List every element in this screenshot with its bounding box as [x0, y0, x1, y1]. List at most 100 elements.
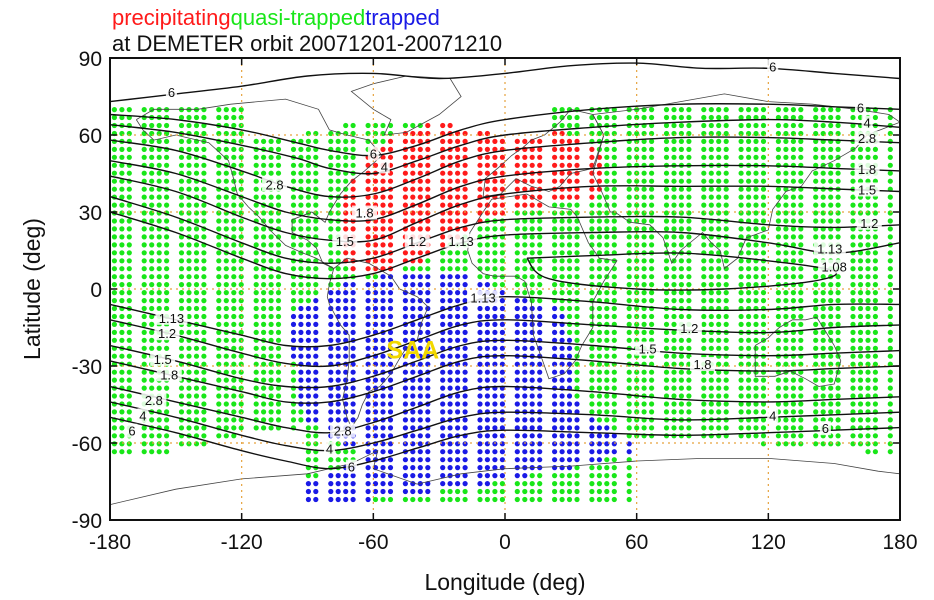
data-point-quasi-trapped — [887, 282, 893, 288]
data-point-quasi-trapped — [589, 409, 595, 415]
data-point-quasi-trapped — [649, 409, 655, 415]
data-point-quasi-trapped — [798, 313, 804, 320]
data-point-precipitating — [417, 186, 423, 192]
data-point-quasi-trapped — [604, 473, 610, 479]
data-point-quasi-trapped — [857, 202, 864, 208]
data-point-quasi-trapped — [813, 234, 819, 240]
data-point-quasi-trapped — [649, 321, 655, 327]
data-point-quasi-trapped — [492, 226, 498, 232]
data-point-precipitating — [484, 154, 490, 160]
data-point-quasi-trapped — [231, 282, 237, 288]
data-point-trapped — [440, 298, 446, 304]
coastline-africa — [467, 193, 618, 380]
data-point-trapped — [298, 401, 304, 407]
contour-label-bg — [378, 159, 390, 174]
data-point-quasi-trapped — [335, 170, 341, 176]
data-point-quasi-trapped — [275, 417, 282, 423]
data-point-quasi-trapped — [574, 274, 580, 280]
data-point-trapped — [328, 473, 334, 479]
data-point-quasi-trapped — [186, 282, 192, 288]
data-point-quasi-trapped — [119, 234, 125, 240]
data-point-trapped — [574, 425, 580, 431]
data-point-trapped — [529, 457, 535, 463]
data-point-quasi-trapped — [828, 361, 834, 367]
data-point-quasi-trapped — [589, 202, 595, 208]
data-point-quasi-trapped — [164, 258, 170, 264]
data-point-quasi-trapped — [111, 178, 117, 184]
data-point-quasi-trapped — [410, 122, 416, 129]
data-point-quasi-trapped — [193, 274, 200, 280]
data-point-trapped — [387, 329, 394, 335]
data-point-quasi-trapped — [231, 369, 237, 375]
data-point-quasi-trapped — [887, 449, 893, 455]
data-point-quasi-trapped — [887, 385, 893, 391]
data-point-trapped — [402, 465, 408, 471]
data-point-trapped — [529, 377, 535, 383]
data-point-quasi-trapped — [634, 425, 640, 431]
data-point-quasi-trapped — [149, 162, 155, 168]
data-point-quasi-trapped — [305, 170, 311, 176]
data-point-trapped — [343, 369, 349, 375]
data-point-quasi-trapped — [111, 377, 117, 383]
data-point-quasi-trapped — [850, 170, 856, 176]
data-point-quasi-trapped — [723, 258, 729, 264]
data-point-quasi-trapped — [686, 313, 692, 320]
data-point-trapped — [328, 401, 334, 407]
data-point-quasi-trapped — [663, 146, 670, 152]
data-point-trapped — [343, 393, 349, 399]
data-point-quasi-trapped — [611, 226, 617, 232]
data-point-quasi-trapped — [820, 154, 826, 160]
data-point-quasi-trapped — [268, 194, 274, 200]
data-point-quasi-trapped — [783, 130, 789, 137]
data-point-trapped — [365, 473, 371, 479]
data-point-quasi-trapped — [216, 146, 222, 152]
data-point-quasi-trapped — [328, 242, 334, 248]
data-point-quasi-trapped — [178, 210, 185, 216]
data-point-trapped — [440, 377, 446, 383]
data-point-quasi-trapped — [716, 290, 722, 296]
data-point-quasi-trapped — [253, 162, 259, 168]
data-point-trapped — [387, 409, 394, 415]
data-point-quasi-trapped — [596, 114, 603, 121]
data-point-quasi-trapped — [716, 409, 722, 415]
data-point-precipitating — [529, 154, 535, 160]
data-point-trapped — [417, 441, 423, 447]
data-point-quasi-trapped — [663, 234, 670, 240]
data-point-quasi-trapped — [649, 218, 655, 224]
data-point-quasi-trapped — [723, 353, 729, 359]
data-point-trapped — [462, 417, 468, 423]
data-point-quasi-trapped — [298, 194, 304, 200]
data-point-trapped — [529, 345, 535, 351]
data-point-quasi-trapped — [723, 250, 729, 256]
data-point-quasi-trapped — [634, 329, 640, 335]
data-point-quasi-trapped — [350, 162, 356, 168]
data-point-quasi-trapped — [865, 433, 871, 439]
data-point-quasi-trapped — [141, 282, 147, 288]
data-point-quasi-trapped — [760, 170, 767, 176]
data-point-quasi-trapped — [313, 457, 319, 463]
data-point-quasi-trapped — [261, 385, 267, 391]
data-point-precipitating — [350, 226, 356, 232]
data-point-quasi-trapped — [798, 146, 804, 152]
data-point-quasi-trapped — [738, 250, 744, 256]
data-point-quasi-trapped — [753, 290, 759, 296]
data-point-quasi-trapped — [760, 202, 767, 208]
data-point-quasi-trapped — [626, 353, 632, 359]
data-point-quasi-trapped — [596, 258, 603, 264]
data-point-quasi-trapped — [492, 282, 498, 288]
data-point-quasi-trapped — [872, 154, 879, 160]
data-point-quasi-trapped — [328, 138, 334, 144]
data-point-quasi-trapped — [611, 298, 617, 304]
data-point-quasi-trapped — [253, 305, 259, 312]
data-point-quasi-trapped — [820, 186, 826, 192]
data-point-precipitating — [566, 178, 573, 184]
data-point-quasi-trapped — [604, 385, 610, 391]
data-point-quasi-trapped — [746, 186, 752, 192]
data-point-precipitating — [387, 178, 394, 184]
data-point-quasi-trapped — [164, 154, 170, 160]
data-point-quasi-trapped — [455, 488, 461, 495]
data-point-trapped — [440, 321, 446, 327]
data-point-quasi-trapped — [813, 337, 819, 343]
data-point-trapped — [417, 282, 423, 288]
